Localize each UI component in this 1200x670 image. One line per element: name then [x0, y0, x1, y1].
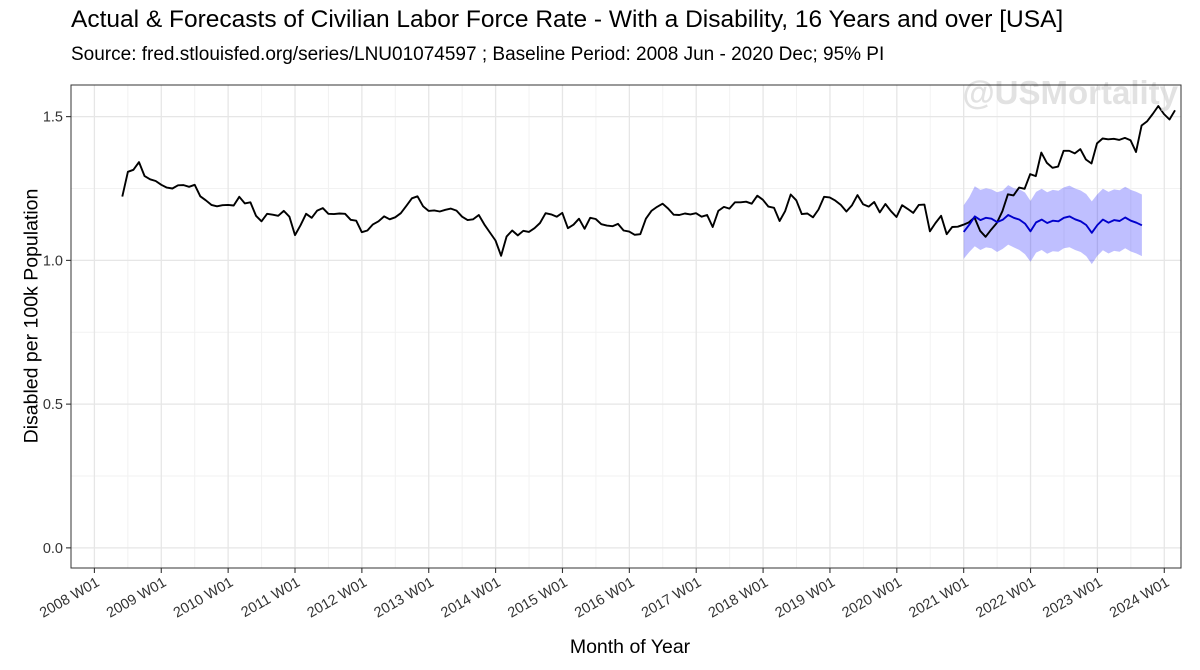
- x-tick-label: 2016 W01: [572, 575, 637, 622]
- plot-panel-border: [70, 84, 1182, 569]
- forecast-series-line: [962, 214, 1143, 234]
- x-tick-label: 2024 W01: [1107, 575, 1172, 622]
- x-tick-label: 2014 W01: [438, 575, 503, 622]
- forecast-prediction-interval-band: [963, 185, 1142, 265]
- x-tick-label: 2018 W01: [706, 575, 771, 622]
- x-tick-label: 2017 W01: [639, 575, 704, 622]
- x-tick-label: 2015 W01: [505, 575, 570, 622]
- x-tick-label: 2008 W01: [37, 575, 102, 622]
- plot-panel-background: [71, 85, 1181, 568]
- y-axis: 0.0 0.5 1.0 1.5: [43, 110, 71, 557]
- grid-major: [71, 85, 1181, 568]
- x-tick-label: 2020 W01: [840, 575, 905, 622]
- x-tick-label: 2013 W01: [371, 575, 436, 622]
- actual-series-line: [121, 105, 1176, 257]
- y-tick-label: 1.5: [43, 110, 63, 126]
- y-tick-label: 1.0: [43, 253, 63, 269]
- x-axis-label: Month of Year: [569, 636, 691, 658]
- x-tick-label: 2011 W01: [239, 575, 303, 621]
- grid-minor: [71, 85, 1181, 568]
- x-tick-label: 2010 W01: [171, 575, 236, 622]
- x-tick-label: 2023 W01: [1040, 575, 1105, 622]
- chart-title: Actual & Forecasts of Civilian Labor For…: [71, 6, 1064, 33]
- x-tick-label: 2021 W01: [906, 575, 971, 622]
- chart-subtitle: Source: fred.stlouisfed.org/series/LNU01…: [71, 44, 885, 65]
- y-tick-label: 0.0: [43, 541, 63, 557]
- y-tick-label: 0.5: [43, 397, 63, 413]
- x-tick-label: 2012 W01: [305, 575, 370, 622]
- x-tick-label: 2019 W01: [773, 575, 838, 622]
- x-tick-label: 2022 W01: [973, 575, 1038, 622]
- x-axis: 2008 W01 2009 W01 2010 W01 2011 W01 2012 W01…: [37, 568, 1172, 622]
- x-tick-label: 2009 W01: [104, 575, 169, 622]
- watermark: @USMortality: [962, 74, 1178, 111]
